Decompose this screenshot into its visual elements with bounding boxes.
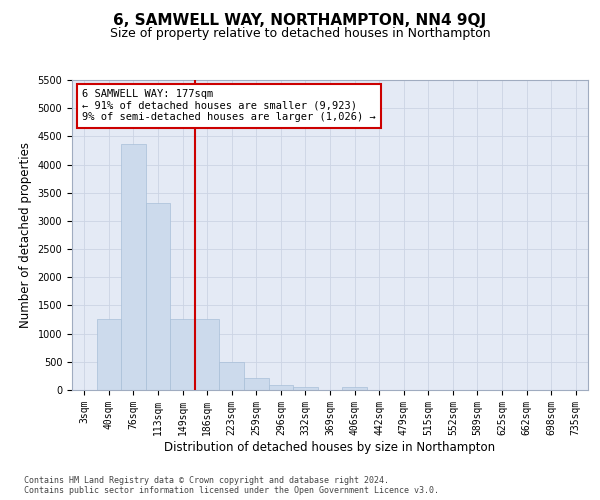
Text: 6 SAMWELL WAY: 177sqm
← 91% of detached houses are smaller (9,923)
9% of semi-de: 6 SAMWELL WAY: 177sqm ← 91% of detached … <box>82 90 376 122</box>
X-axis label: Distribution of detached houses by size in Northampton: Distribution of detached houses by size … <box>164 440 496 454</box>
Bar <box>97 319 121 390</box>
Bar <box>195 319 220 390</box>
Bar <box>342 386 367 390</box>
Bar <box>244 378 269 390</box>
Bar <box>293 387 318 390</box>
Text: Contains public sector information licensed under the Open Government Licence v3: Contains public sector information licen… <box>24 486 439 495</box>
Text: 6, SAMWELL WAY, NORTHAMPTON, NN4 9QJ: 6, SAMWELL WAY, NORTHAMPTON, NN4 9QJ <box>113 12 487 28</box>
Bar <box>170 319 195 390</box>
Y-axis label: Number of detached properties: Number of detached properties <box>19 142 32 328</box>
Bar <box>146 204 170 390</box>
Bar <box>121 144 146 390</box>
Bar <box>220 362 244 390</box>
Bar <box>269 385 293 390</box>
Text: Contains HM Land Registry data © Crown copyright and database right 2024.: Contains HM Land Registry data © Crown c… <box>24 476 389 485</box>
Text: Size of property relative to detached houses in Northampton: Size of property relative to detached ho… <box>110 28 490 40</box>
